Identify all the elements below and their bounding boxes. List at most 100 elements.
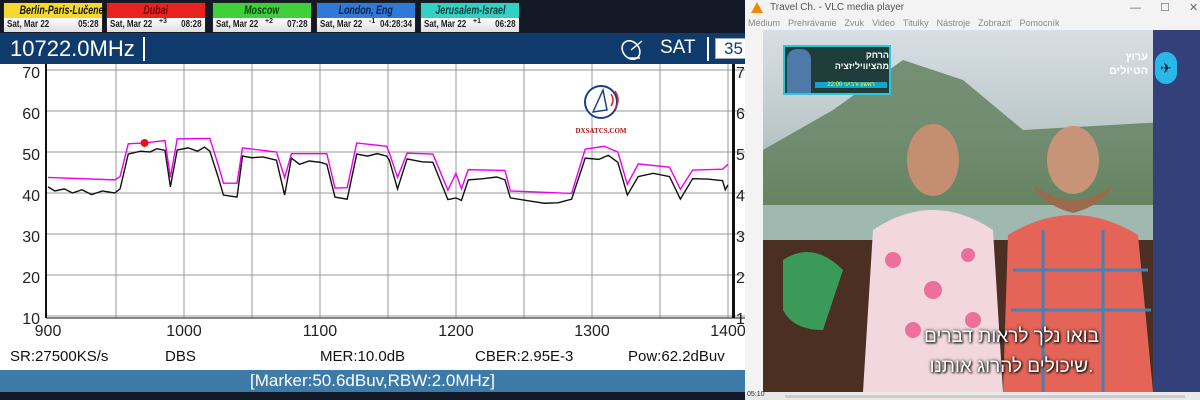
y-tick-label-right: 50 <box>736 147 745 164</box>
x-tick-label: 1100 <box>303 323 338 340</box>
promo-title: הרחק מהציוויליזציה <box>834 50 889 71</box>
clock-widget: Dubai Sat, Mar 22 +3 08:28 <box>106 2 206 32</box>
clock-city: London, Eng <box>338 3 394 17</box>
right-axis <box>732 64 735 318</box>
trace-max-hold <box>47 137 729 195</box>
clock-city: Dubai <box>143 3 169 17</box>
satellite-logo-icon <box>584 85 619 119</box>
subtitle-line-1: בואו נלך לראות דברים <box>924 326 1099 347</box>
satellite-dish-icon <box>621 39 643 60</box>
channel-logo-text: ערוץ הטיולים <box>1109 51 1148 77</box>
x-tick-label: 1300 <box>574 323 610 340</box>
clock-offset: +3 <box>159 18 167 25</box>
symbol-rate: SR:27500KS/s <box>10 348 109 365</box>
video-scene <box>763 30 1200 392</box>
clock-city-band: Moscow <box>213 3 311 18</box>
clock-time: 05:28 <box>78 19 99 30</box>
clock-widget: Moscow Sat, Mar 22 +2 07:28 <box>212 2 312 32</box>
x-tick-label: 1000 <box>166 323 202 340</box>
y-tick-label: 40 <box>22 188 40 205</box>
promo-banner: הרחק מהציוויליזציה ראשון ורביעי 22:00 <box>783 45 891 95</box>
mode-label: SAT <box>660 37 696 58</box>
clock-date: Sat, Mar 22 <box>424 19 467 30</box>
menu-item[interactable]: Prehrávanie <box>788 18 837 28</box>
promo-host-image <box>787 49 811 93</box>
menu-item[interactable]: Zobraziť <box>978 18 1012 28</box>
clock-time: 08:28 <box>181 19 202 30</box>
mer-value: MER:10.0dB <box>320 348 406 365</box>
y-tick-label-right: 30 <box>736 229 745 246</box>
clock-date: Sat, Mar 22 <box>216 19 259 30</box>
cber-value: CBER:2.95E-3 <box>475 348 574 365</box>
menu-item[interactable]: Zvuk <box>844 18 865 28</box>
clock-date: Sat, Mar 22 <box>110 19 153 30</box>
menu-item[interactable]: Pomocník <box>1019 18 1060 28</box>
clock-time: 06:28 <box>495 19 516 30</box>
clock-city-band: Jerusalem-Israel <box>421 3 519 18</box>
spectrum-analyzer-panel: Berlin-Paris-Lučenec Sat, Mar 22 05:28 Dub… <box>0 0 745 400</box>
menu-bar: Médium Prehrávanie Zvuk Video Titulky Nástroj… <box>745 16 1200 30</box>
y-tick-label-right: 40 <box>736 188 745 205</box>
vlc-cone-icon <box>751 2 763 13</box>
plane-logo-icon: ✈ <box>1155 52 1177 84</box>
close-button[interactable]: ✕ <box>1189 2 1199 14</box>
seek-bar[interactable] <box>785 395 1185 398</box>
marker-info-bar: [Marker:50.6dBuv,RBW:2.0MHz] <box>0 370 745 392</box>
y-tick-label: 30 <box>22 229 40 246</box>
watermark-logo: DXSATCS.COM <box>573 82 629 135</box>
y-tick-label-right: 20 <box>736 270 745 287</box>
lnb-type: DBS <box>165 348 196 365</box>
separator <box>707 37 709 61</box>
menu-item[interactable]: Nástroje <box>936 18 971 28</box>
y-tick-label: 50 <box>22 147 40 164</box>
y-tick-label: 70 <box>22 65 40 82</box>
x-tick-label: 900 <box>35 323 62 340</box>
title-bar: Travel Ch. - VLC media player — ☐ ✕ <box>745 0 1200 16</box>
menu-item[interactable]: Video <box>872 18 895 28</box>
spectrum-chart: 7070606050504040303020201010900100011001… <box>22 64 745 340</box>
clock-city: Moscow <box>244 3 280 17</box>
window-title: Travel Ch. - VLC media player <box>770 2 905 13</box>
separator <box>143 37 145 61</box>
clock-widget: Berlin-Paris-Lučenec Sat, Mar 22 05:28 <box>3 2 108 32</box>
clock-city-band: Dubai <box>107 3 205 18</box>
video-frame[interactable]: הרחק מהציוויליזציה ראשון ורביעי 22:00 ער… <box>763 30 1200 392</box>
minimize-button[interactable]: — <box>1130 2 1141 14</box>
clock-offset: +2 <box>265 18 273 25</box>
subtitle-line-2: שיכולים להרוג אותנו. <box>929 356 1094 377</box>
y-tick-label-right: 70 <box>736 65 745 82</box>
vlc-window: Travel Ch. - VLC media player — ☐ ✕ Médi… <box>745 0 1200 400</box>
analyzer-header: 10722.0MHz SAT 35 <box>0 33 745 64</box>
clock-city: Jerusalem-Israel <box>434 3 506 17</box>
y-tick-label: 10 <box>22 311 40 328</box>
clock-time: 04:28:34 <box>379 19 412 30</box>
signal-stats: SR:27500KS/s DBS MER:10.0dB CBER:2.95E-3… <box>0 345 745 370</box>
y-tick-label-right: 10 <box>736 311 745 328</box>
elapsed-time: 05:10 <box>747 391 765 398</box>
playback-controls: 05:10 <box>745 391 1200 400</box>
marker-point <box>140 138 149 147</box>
satellite-number-field[interactable]: 35 <box>715 38 745 59</box>
clock-city-band: London, Eng <box>317 3 415 18</box>
x-tick-label: 1400 <box>710 323 745 340</box>
y-tick-label: 20 <box>22 270 40 287</box>
frequency-readout: 10722.0MHz <box>10 36 135 61</box>
power-value: Pow:62.2dBuv <box>628 348 725 365</box>
promo-time: ראשון ורביעי 22:00 <box>815 82 887 88</box>
menu-item[interactable]: Titulky <box>902 18 929 28</box>
clock-offset: +1 <box>473 18 481 25</box>
clock-date: Sat, Mar 22 <box>320 19 363 30</box>
trace-current <box>47 146 729 204</box>
clock-date: Sat, Mar 22 <box>7 19 50 30</box>
clock-widget: Jerusalem-Israel Sat, Mar 22 +1 06:28 <box>420 2 520 32</box>
clock-widget: London, Eng Sat, Mar 22 -1 04:28:34 <box>316 2 416 32</box>
clock-city: Berlin-Paris-Lučenec <box>19 3 109 17</box>
clock-offset: -1 <box>369 18 376 25</box>
spectrum-plot: 7070606050504040303020201010900100011001… <box>0 64 745 346</box>
maximize-button[interactable]: ☐ <box>1160 2 1170 14</box>
clock-time: 07:28 <box>287 19 308 30</box>
clock-city-band: Berlin-Paris-Lučenec <box>4 3 108 18</box>
y-tick-label-right: 60 <box>736 106 745 123</box>
menu-item[interactable]: Médium <box>748 18 781 28</box>
x-tick-label: 1200 <box>438 323 474 340</box>
